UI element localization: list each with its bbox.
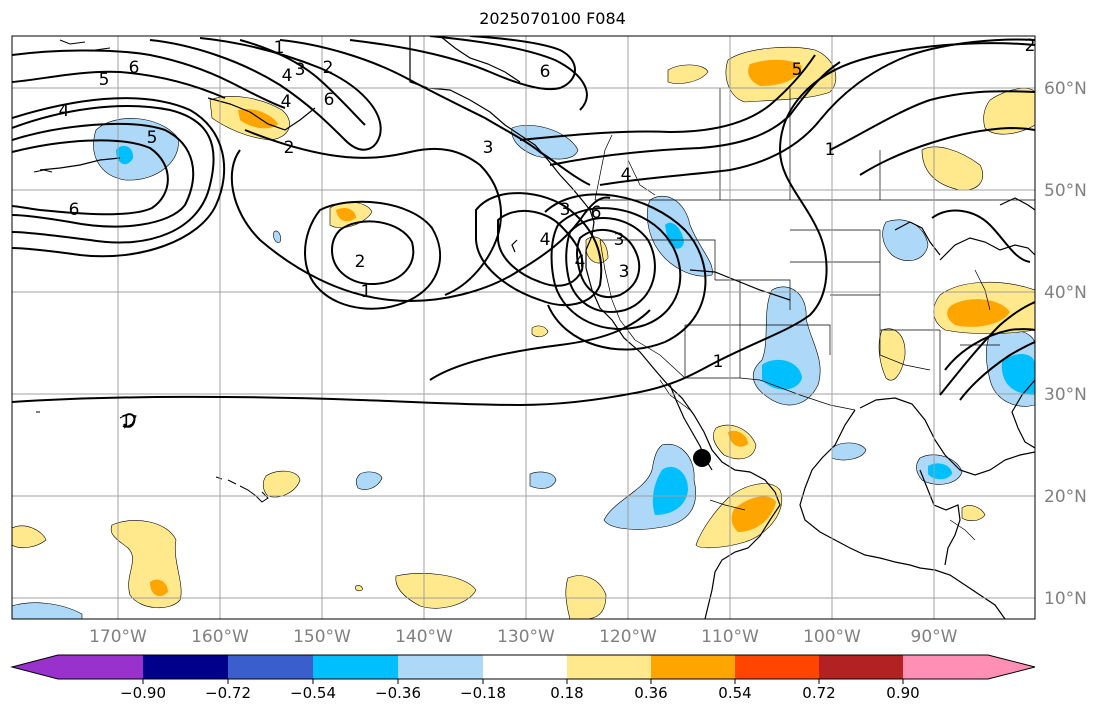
colorbar-bin (567, 655, 651, 679)
contour-label: 4 (621, 165, 632, 185)
contour-label-group: 1 2 3 4 5 6 6 5 4 6 2 4 3 6 3 4 3 1 2 1 … (59, 36, 1036, 432)
contour-label: 6 (540, 62, 551, 82)
colorbar-tick-label: −0.54 (290, 684, 336, 702)
graticule (12, 36, 1035, 619)
contour-label: 4 (540, 230, 551, 250)
lon-label-150w: 150°W (293, 627, 351, 647)
colorbar-tick-label: −0.72 (205, 684, 251, 702)
contour-label: 1 (121, 412, 132, 432)
colorbar-tick-label: −0.18 (460, 684, 506, 702)
map-title: 2025070100 F084 (479, 9, 626, 28)
contour-label: 4 (281, 92, 292, 112)
map-content (12, 36, 1035, 619)
contour-label: 6 (129, 58, 140, 78)
colorbar-bin (143, 655, 228, 679)
contour-label: 5 (99, 70, 110, 90)
colorbar-tick-label: −0.36 (375, 684, 421, 702)
colorbar-tick-label: 0.90 (886, 684, 919, 702)
colorbar-bin (483, 655, 567, 679)
contour-label: 3 (560, 200, 571, 220)
colorbar-bin (819, 655, 903, 679)
contour-label: 5 (147, 128, 158, 148)
contour-label: 3 (295, 60, 306, 80)
lon-label-90w: 90°W (911, 627, 958, 647)
contour-label: 1 (274, 38, 285, 58)
lat-label-10n: 10°N (1044, 589, 1087, 609)
lon-label-140w: 140°W (395, 627, 453, 647)
lon-label-120w: 120°W (599, 627, 657, 647)
colorbar: −0.90 −0.72 −0.54 −0.36 −0.18 0.18 0.36 … (10, 654, 1036, 702)
lon-label-100w: 100°W (803, 627, 861, 647)
contour-label: 3 (483, 138, 494, 158)
contour-label: 2 (355, 252, 366, 272)
lon-label-160w: 160°W (191, 627, 249, 647)
colorbar-tick-label: 0.54 (718, 684, 751, 702)
lat-label-30n: 30°N (1044, 385, 1087, 405)
lon-label-170w: 170°W (89, 627, 147, 647)
colorbar-outline (10, 654, 1036, 680)
lat-label-40n: 40°N (1044, 283, 1087, 303)
contour-label: 1 (361, 282, 372, 302)
colorbar-bin (228, 655, 313, 679)
contour-label: 2 (323, 58, 334, 78)
latitude-labels: 60°N 50°N 40°N 30°N 20°N 10°N (1044, 79, 1087, 609)
contour-label: 1 (825, 140, 836, 160)
colorbar-bin (398, 655, 483, 679)
lon-label-110w: 110°W (701, 627, 759, 647)
contour-label: 5 (792, 60, 803, 80)
contour-label: 3 (619, 262, 630, 282)
contour-label: 2 (284, 138, 295, 158)
map-frame (11, 35, 1036, 620)
colorbar-bin (651, 655, 735, 679)
contour-label: 3 (614, 230, 625, 250)
contour-label: 2 (1025, 36, 1036, 56)
storm-position-marker (693, 449, 711, 467)
colorbar-over-arrow (988, 655, 1035, 679)
colorbar-tick-label: −0.90 (120, 684, 166, 702)
contour-label: 4 (59, 101, 70, 121)
colorbar-bin (58, 655, 143, 679)
contour-lines (12, 36, 1035, 428)
lat-label-20n: 20°N (1044, 487, 1087, 507)
colorbar-bin (313, 655, 398, 679)
colorbar-tick-label: 0.18 (550, 684, 583, 702)
contour-label: 1 (713, 352, 724, 372)
lat-label-60n: 60°N (1044, 79, 1087, 99)
colorbar-tick-label: 0.72 (802, 684, 835, 702)
colorbar-bin (735, 655, 819, 679)
contour-label: 4 (282, 66, 293, 86)
political-borders (594, 88, 1035, 541)
negative-anomaly-shading (12, 118, 1035, 619)
colorbar-under-arrow (12, 655, 58, 679)
lat-label-50n: 50°N (1044, 181, 1087, 201)
contour-label: 6 (591, 203, 602, 223)
contour-label: 6 (324, 90, 335, 110)
colorbar-bin (903, 655, 988, 679)
lon-label-130w: 130°W (497, 627, 555, 647)
longitude-labels: 170°W 160°W 150°W 140°W 130°W 120°W 110°… (89, 627, 958, 647)
colorbar-tick-label: 0.36 (634, 684, 667, 702)
contour-label: 6 (69, 200, 80, 220)
contour-label: 4 (575, 252, 586, 272)
